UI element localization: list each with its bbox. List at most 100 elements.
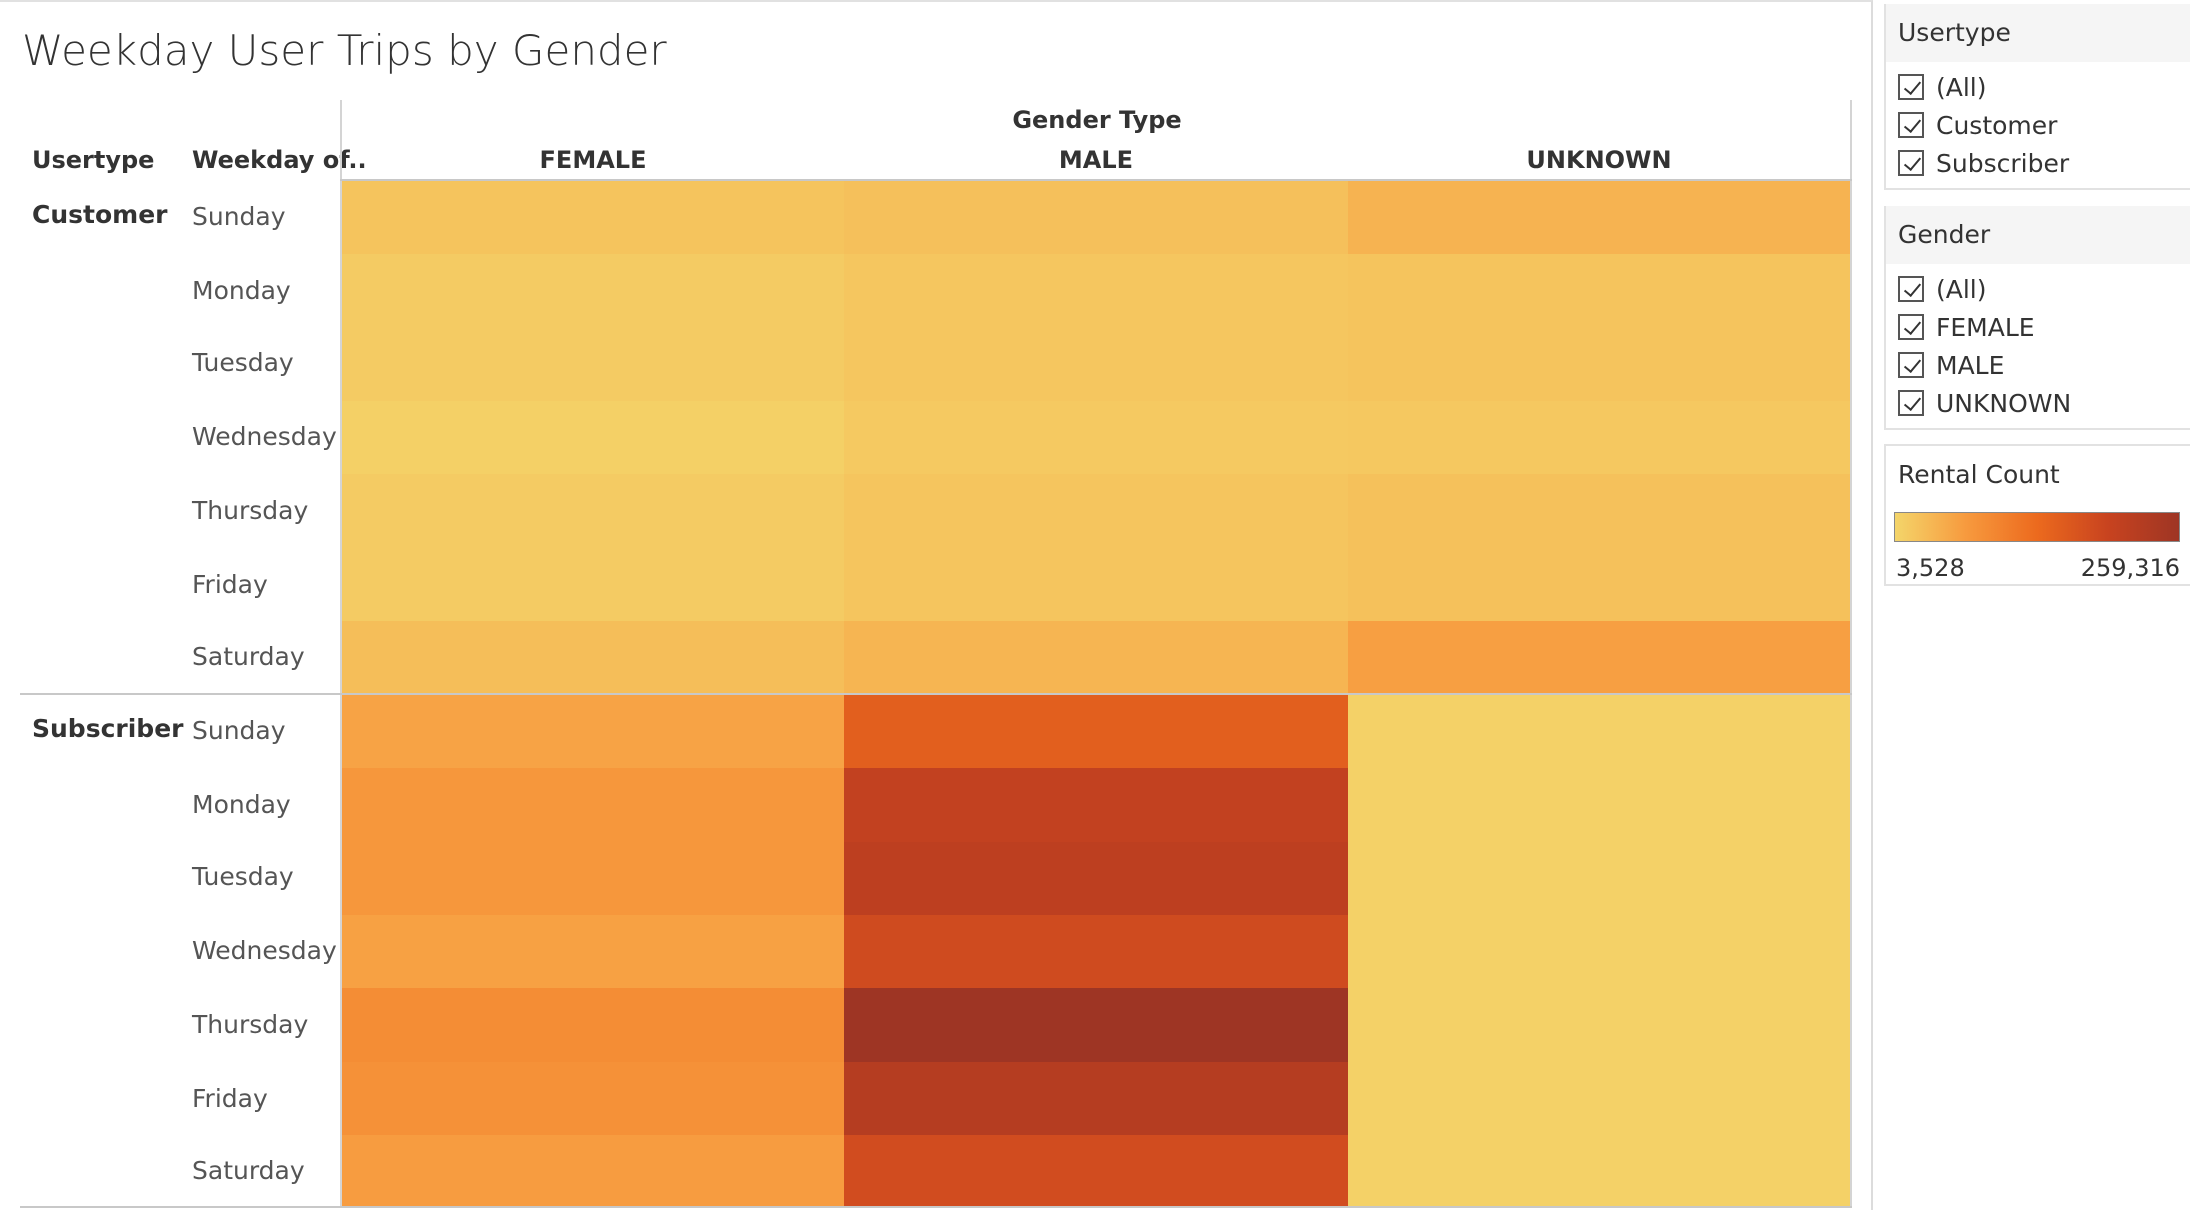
filter-option-label: Customer	[1936, 110, 2058, 140]
column-header-female[interactable]: FEMALE	[539, 146, 647, 174]
filter-option-female[interactable]: FEMALE	[1898, 312, 2035, 342]
heatmap-cell-subscriber-wednesday-male[interactable]	[844, 915, 1348, 988]
heatmap-cell-customer-wednesday-unknown[interactable]	[1348, 401, 1850, 474]
heatmap-cell-customer-friday-male[interactable]	[844, 548, 1348, 621]
heatmap-cell-subscriber-saturday-male[interactable]	[844, 1135, 1348, 1208]
heatmap-cell-subscriber-saturday-unknown[interactable]	[1348, 1135, 1850, 1208]
heatmap-cell-subscriber-thursday-male[interactable]	[844, 988, 1348, 1062]
weekday-label[interactable]: Thursday	[192, 1010, 309, 1039]
heatmap-cell-subscriber-sunday-female[interactable]	[342, 695, 844, 768]
filter-option-label: Subscriber	[1936, 148, 2070, 178]
bottom-divider	[20, 1206, 1852, 1208]
checkbox-checked-icon[interactable]	[1898, 150, 1924, 176]
heatmap-cell-subscriber-tuesday-unknown[interactable]	[1348, 842, 1850, 915]
heatmap-cell-customer-monday-male[interactable]	[844, 254, 1348, 328]
filter-option-gender-all[interactable]: (All)	[1898, 274, 1987, 304]
weekday-label[interactable]: Tuesday	[192, 862, 294, 891]
usertype-label-subscriber[interactable]: Subscriber	[32, 714, 184, 743]
legend-title: Rental Count	[1898, 460, 2060, 489]
weekday-label[interactable]: Wednesday	[192, 936, 337, 965]
filter-option-label: UNKNOWN	[1936, 388, 2072, 418]
filter-option-subscriber[interactable]: Subscriber	[1898, 148, 2069, 178]
weekday-label[interactable]: Sunday	[192, 716, 286, 745]
weekday-label[interactable]: Friday	[192, 570, 268, 599]
heatmap-cell-customer-friday-female[interactable]	[342, 548, 844, 621]
weekday-label[interactable]: Thursday	[192, 496, 309, 525]
heatmap-cell-subscriber-thursday-female[interactable]	[342, 988, 844, 1062]
checkbox-checked-icon[interactable]	[1898, 390, 1924, 416]
heatmap-cell-customer-thursday-female[interactable]	[342, 474, 844, 548]
heatmap-cell-subscriber-sunday-male[interactable]	[844, 695, 1348, 768]
legend-max-label: 259,316	[2080, 554, 2180, 582]
visualization-pane: Weekday User Trips by Gender Gender Type…	[0, 0, 1873, 1210]
usertype-filter-options: (All) Customer Subscriber	[1886, 62, 2190, 188]
heatmap-cell-subscriber-friday-male[interactable]	[844, 1062, 1348, 1135]
group-divider	[20, 693, 1852, 695]
row-header-divider	[340, 100, 342, 1208]
heatmap-cell-customer-thursday-unknown[interactable]	[1348, 474, 1850, 548]
weekday-label[interactable]: Monday	[192, 790, 291, 819]
column-header-male[interactable]: MALE	[1058, 146, 1134, 174]
heatmap-cell-customer-saturday-unknown[interactable]	[1348, 621, 1850, 694]
heatmap-cell-customer-tuesday-female[interactable]	[342, 328, 844, 401]
filter-option-usertype-all[interactable]: (All)	[1898, 72, 1987, 102]
filter-option-label: (All)	[1936, 72, 1987, 102]
heatmap-cell-customer-saturday-female[interactable]	[342, 621, 844, 694]
heatmap-cell-customer-sunday-female[interactable]	[342, 181, 844, 254]
filter-option-unknown[interactable]: UNKNOWN	[1898, 388, 2071, 418]
heatmap-cell-customer-sunday-male[interactable]	[844, 181, 1348, 254]
column-header-unknown[interactable]: UNKNOWN	[1526, 146, 1672, 174]
usertype-filter-panel: Usertype (All) Customer Subscriber	[1884, 4, 2190, 190]
checkbox-checked-icon[interactable]	[1898, 314, 1924, 340]
weekday-label[interactable]: Monday	[192, 276, 291, 305]
heatmap-cell-subscriber-thursday-unknown[interactable]	[1348, 988, 1850, 1062]
weekday-label[interactable]: Saturday	[192, 1156, 305, 1185]
weekday-label[interactable]: Wednesday	[192, 422, 337, 451]
gender-filter-panel: Gender (All) FEMALE MALE UNKNOWN	[1884, 206, 2190, 430]
heatmap-cell-subscriber-monday-unknown[interactable]	[1348, 768, 1850, 842]
heatmap-cell-customer-tuesday-male[interactable]	[844, 328, 1348, 401]
usertype-header[interactable]: Usertype	[32, 146, 155, 174]
checkbox-checked-icon[interactable]	[1898, 352, 1924, 378]
heatmap-cell-subscriber-wednesday-unknown[interactable]	[1348, 915, 1850, 988]
filter-option-label: (All)	[1936, 274, 1987, 304]
gender-filter-options: (All) FEMALE MALE UNKNOWN	[1886, 264, 2190, 428]
gender-filter-title: Gender	[1898, 220, 1991, 249]
weekday-label[interactable]: Friday	[192, 1084, 268, 1113]
heatmap-cell-customer-wednesday-male[interactable]	[844, 401, 1348, 474]
weekday-label[interactable]: Tuesday	[192, 348, 294, 377]
page-title: Weekday User Trips by Gender	[22, 26, 667, 75]
heatmap-cell-subscriber-wednesday-female[interactable]	[342, 915, 844, 988]
heatmap-cell-subscriber-friday-unknown[interactable]	[1348, 1062, 1850, 1135]
heatmap-cell-subscriber-sunday-unknown[interactable]	[1348, 695, 1850, 768]
heatmap-cell-customer-thursday-male[interactable]	[844, 474, 1348, 548]
heatmap-cell-customer-friday-unknown[interactable]	[1348, 548, 1850, 621]
usertype-filter-title: Usertype	[1898, 18, 2011, 47]
heatmap-cell-customer-tuesday-unknown[interactable]	[1348, 328, 1850, 401]
weekday-label[interactable]: Sunday	[192, 202, 286, 231]
heatmap-cell-subscriber-monday-female[interactable]	[342, 768, 844, 842]
checkbox-checked-icon[interactable]	[1898, 112, 1924, 138]
color-legend-panel: Rental Count 3,528 259,316	[1884, 444, 2190, 586]
heatmap-cell-customer-saturday-male[interactable]	[844, 621, 1348, 694]
header-divider	[340, 179, 1852, 181]
heatmap-cell-subscriber-saturday-female[interactable]	[342, 1135, 844, 1208]
heatmap-cell-customer-wednesday-female[interactable]	[342, 401, 844, 474]
gender-type-header: Gender Type	[1012, 106, 1182, 134]
filter-option-male[interactable]: MALE	[1898, 350, 2004, 380]
heatmap-cell-customer-monday-unknown[interactable]	[1348, 254, 1850, 328]
usertype-label-customer[interactable]: Customer	[32, 200, 168, 229]
heatmap-cell-subscriber-friday-female[interactable]	[342, 1062, 844, 1135]
filter-option-customer[interactable]: Customer	[1898, 110, 2057, 140]
checkbox-checked-icon[interactable]	[1898, 74, 1924, 100]
weekday-label[interactable]: Saturday	[192, 642, 305, 671]
heatmap-cell-customer-sunday-unknown[interactable]	[1348, 181, 1850, 254]
filter-option-label: FEMALE	[1936, 312, 2035, 342]
heatmap-cell-subscriber-tuesday-female[interactable]	[342, 842, 844, 915]
weekday-header[interactable]: Weekday of..	[192, 146, 367, 174]
heatmap-cell-subscriber-monday-male[interactable]	[844, 768, 1348, 842]
checkbox-checked-icon[interactable]	[1898, 276, 1924, 302]
legend-min-label: 3,528	[1896, 554, 1965, 582]
heatmap-cell-subscriber-tuesday-male[interactable]	[844, 842, 1348, 915]
heatmap-cell-customer-monday-female[interactable]	[342, 254, 844, 328]
